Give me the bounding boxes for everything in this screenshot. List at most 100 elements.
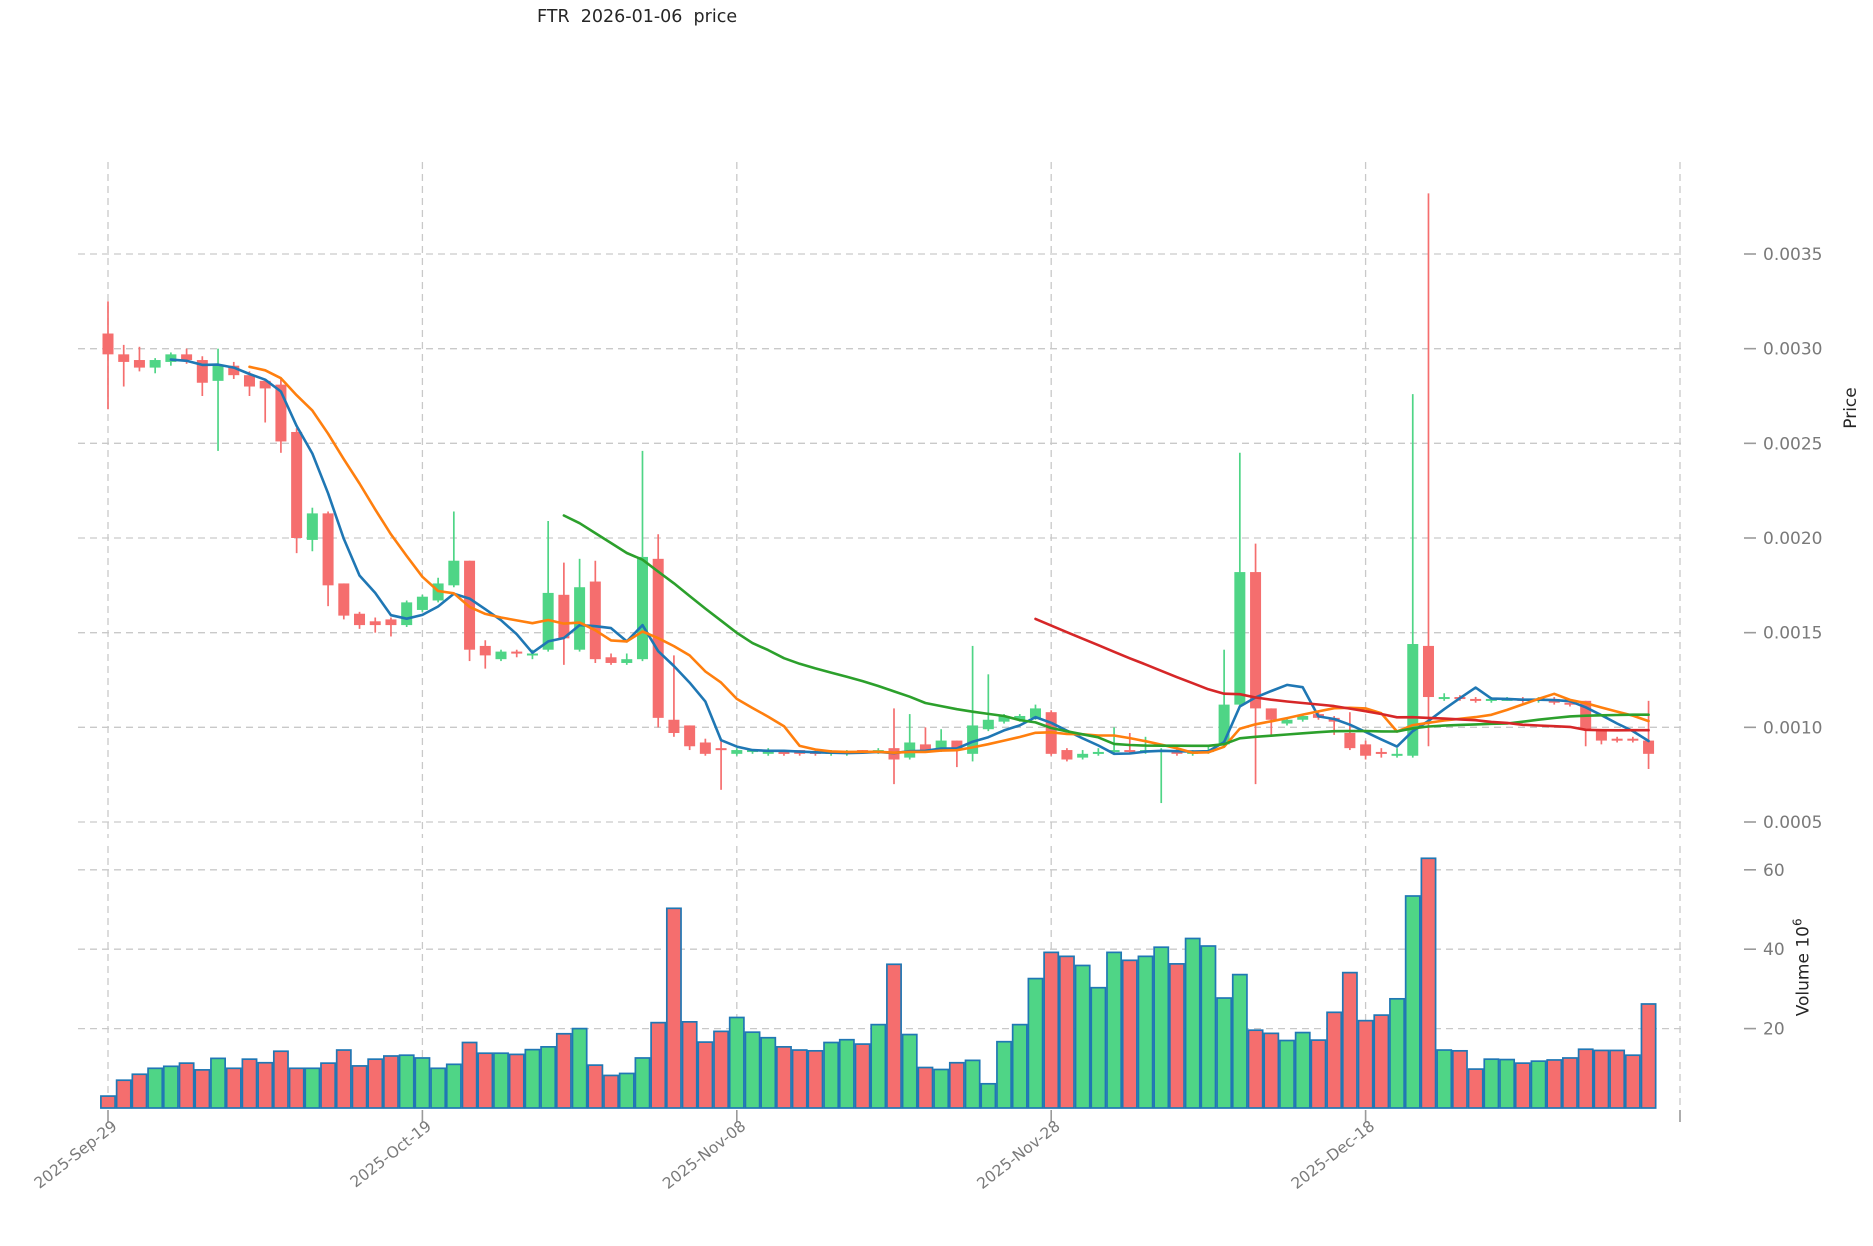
candle-body (511, 651, 523, 654)
volume-bar (540, 1046, 557, 1109)
candle-body (448, 560, 460, 586)
volume-bar (917, 1066, 934, 1109)
candle-body (526, 653, 538, 656)
volume-bar (304, 1067, 321, 1109)
candle-body (1014, 715, 1026, 720)
volume-bar (807, 1049, 824, 1109)
volume-bar (870, 1023, 887, 1109)
volume-bar (1546, 1059, 1563, 1109)
volume-bar (964, 1059, 981, 1109)
volume-bar (776, 1046, 792, 1109)
volume-bar (603, 1074, 619, 1109)
candle-body (1611, 738, 1623, 741)
date-tick-label: 2025-Oct-19 (347, 1117, 435, 1191)
candle-body (1077, 753, 1089, 758)
volume-bar (996, 1040, 1012, 1109)
volume-bar (1294, 1031, 1311, 1109)
volume-bar (461, 1041, 478, 1109)
volume-bar (147, 1067, 164, 1109)
volume-bar (948, 1061, 965, 1109)
candle-body (212, 365, 224, 381)
volume-bar (681, 1021, 698, 1109)
candle-body (1029, 708, 1041, 718)
candle-body (1360, 744, 1372, 756)
volume-bar (383, 1055, 399, 1109)
candle-body (385, 619, 397, 626)
volume-bar (1341, 971, 1358, 1109)
date-tick-label: 2025-Sep-29 (31, 1117, 121, 1192)
volume-bar (1499, 1058, 1516, 1109)
candle-body (306, 513, 318, 540)
volume-bar (1451, 1049, 1468, 1109)
date-tick-label: 2025-Nov-08 (659, 1117, 749, 1193)
candle-body (243, 375, 255, 387)
candle-body (636, 556, 648, 660)
candle-body (668, 719, 680, 734)
volume-bar (100, 1095, 116, 1109)
volume-bar (398, 1054, 415, 1109)
volume-bar (272, 1050, 289, 1109)
chart-title: FTR 2026-01-06 price (537, 7, 738, 27)
candle-body (118, 354, 130, 362)
volume-bar (131, 1073, 148, 1109)
volume-bar (1357, 1019, 1374, 1109)
volume-bar (980, 1082, 997, 1109)
volume-bar (823, 1041, 840, 1109)
candle-body (1595, 731, 1607, 741)
volume-bar (650, 1021, 667, 1109)
volume-bar (351, 1065, 368, 1109)
volume-bar (1326, 1011, 1343, 1109)
volume-bar (1310, 1039, 1327, 1109)
candle-body (558, 594, 570, 639)
candle-body (1407, 644, 1419, 756)
candle-body (951, 740, 963, 751)
ma-line-MA30 (562, 514, 1650, 748)
volume-bar (901, 1033, 918, 1109)
candle-body (699, 742, 711, 754)
candle-body (181, 354, 193, 361)
volume-bar (241, 1058, 258, 1109)
volume-bar (1593, 1049, 1610, 1109)
candle-body (574, 587, 586, 650)
candle-body (1627, 738, 1639, 741)
price-tick-label: 0.0030 (1763, 340, 1822, 360)
volume-bar (335, 1049, 352, 1109)
candle-body (228, 365, 240, 376)
volume-bar (1137, 955, 1154, 1109)
volume-bar (445, 1063, 462, 1109)
candle-body (1375, 751, 1387, 754)
candle-body (133, 360, 145, 368)
volume-bar (1404, 895, 1421, 1109)
volume-tick-label: 60 (1763, 861, 1785, 881)
volume-bar (1389, 997, 1405, 1109)
candle-body (196, 360, 208, 383)
price-axis-label: Price (1841, 387, 1861, 429)
candle-body (605, 657, 617, 663)
volume-bar (1231, 973, 1248, 1109)
candle-body (1124, 750, 1136, 753)
candle-body (1234, 572, 1246, 705)
candle-body (589, 581, 601, 660)
candle-body (684, 725, 696, 747)
volume-bar (854, 1043, 871, 1109)
volume-tick-label: 40 (1763, 940, 1785, 960)
candle-body (1297, 715, 1309, 720)
volume-bar (587, 1064, 604, 1109)
volume-bar (210, 1057, 226, 1109)
candle-body (1061, 750, 1073, 760)
volume-bar (1058, 955, 1075, 1109)
candle-body (967, 725, 979, 754)
volume-axis-label-exponent: 6 (1790, 918, 1805, 927)
volume-bar (1169, 963, 1185, 1109)
volume-bar (493, 1052, 509, 1109)
volume-bar (1216, 997, 1233, 1109)
candle-body (1422, 645, 1434, 698)
volume-bar (760, 1036, 777, 1109)
candle-body (322, 513, 334, 586)
price-tick-label: 0.0015 (1763, 624, 1822, 644)
candle-body (149, 360, 161, 368)
volume-bar (1279, 1039, 1295, 1109)
candle-body (715, 748, 727, 751)
candle-body (731, 750, 743, 754)
